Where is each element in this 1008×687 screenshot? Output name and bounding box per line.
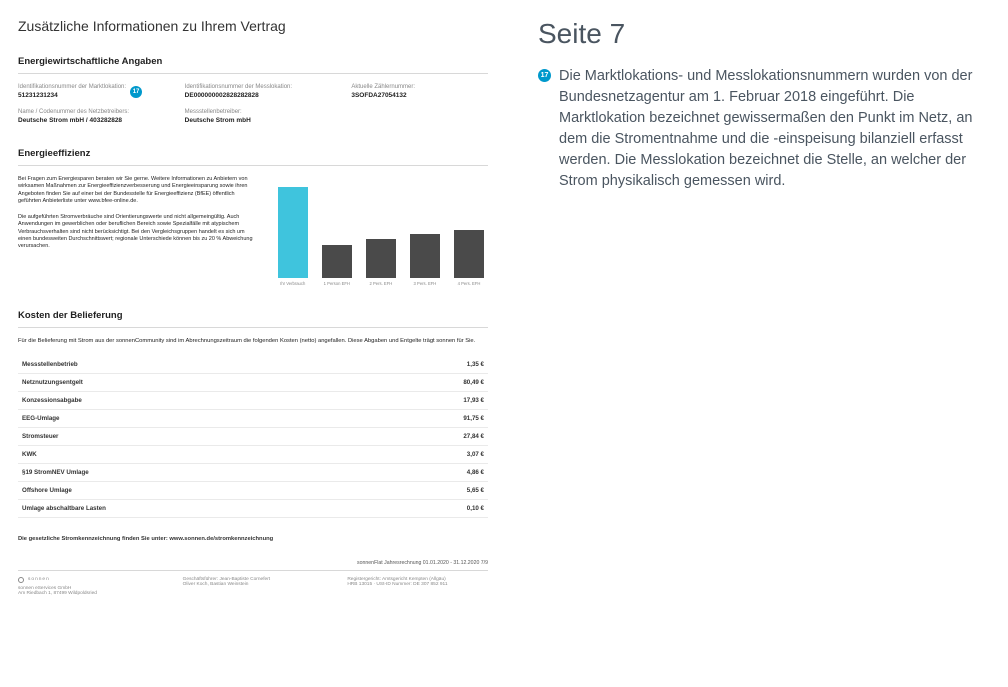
table-row: Messstellenbetrieb1,35 €: [18, 356, 488, 374]
cost-value: 17,93 €: [376, 391, 488, 409]
section-heading: Energiewirtschaftliche Angaben: [18, 56, 488, 74]
cost-name: Offshore Umlage: [18, 481, 376, 499]
footer-page-line: sonnenFlat Jahresrechnung 01.01.2020 - 3…: [18, 560, 488, 566]
chart-bar: 4 Pers. EFH: [450, 230, 488, 286]
field-value: Deutsche Strom mbH / 403282828: [18, 117, 155, 124]
chart-bar: 1 Person EFH: [318, 245, 356, 286]
field-value: 3SOFDA27054132: [351, 92, 488, 99]
annotation-panel: Seite 7 17 Die Marktlokations- und Messl…: [510, 0, 1008, 687]
cost-intro: Für die Belieferung mit Strom aus der so…: [18, 338, 488, 346]
legal-notice: Die gesetzliche Stromkennzeichnung finde…: [18, 536, 488, 542]
cost-value: 5,65 €: [376, 481, 488, 499]
chart-bar: Ihr Verbrauch: [274, 187, 312, 286]
bar: [278, 187, 308, 278]
table-row: Umlage abschaltbare Lasten0,10 €: [18, 499, 488, 517]
document-page: Zusätzliche Informationen zu Ihrem Vertr…: [0, 0, 510, 687]
bar: [410, 234, 440, 278]
table-row: Netznutzungsentgelt80,49 €: [18, 373, 488, 391]
cost-name: Konzessionsabgabe: [18, 391, 376, 409]
field-label: Messstellenbetreiber:: [185, 109, 322, 115]
logo-icon: [18, 577, 24, 583]
comparison-bar-chart: Ihr Verbrauch 1 Person EFH 2 Pers. EFH 3 Pe…: [274, 176, 488, 286]
field-value: DE000000002828282828: [185, 92, 322, 99]
field-value: Deutsche Strom mbH: [185, 117, 322, 124]
bar-label: 3 Pers. EFH: [414, 281, 437, 286]
bar: [366, 239, 396, 278]
table-row: EEG-Umlage91,75 €: [18, 409, 488, 427]
table-row: Stromsteuer27,84 €: [18, 427, 488, 445]
info-row-1: Identifikationsnummer der Marktlokation:…: [18, 84, 488, 99]
annotation-text: Die Marktlokations- und Messlokationsnum…: [559, 66, 978, 192]
footer-text: Oliver Koch, Bastian Weinstein: [183, 582, 324, 587]
section-energiewirtschaft: Energiewirtschaftliche Angaben Identifik…: [18, 56, 488, 124]
bar-label: 2 Pers. EFH: [369, 281, 392, 286]
section-kosten: Kosten der Belieferung Für die Belieferu…: [18, 310, 488, 518]
brand-logo: sonnen: [18, 577, 159, 583]
cost-name: Messstellenbetrieb: [18, 356, 376, 374]
table-row: Konzessionsabgabe17,93 €: [18, 391, 488, 409]
cost-name: Umlage abschaltbare Lasten: [18, 499, 376, 517]
field-value: 51231231234: [18, 92, 126, 99]
table-row: KWK3,07 €: [18, 445, 488, 463]
field-label: Identifikationsnummer der Messlokation:: [185, 84, 322, 90]
bar: [454, 230, 484, 278]
bar-label: 1 Person EFH: [324, 281, 350, 286]
cost-value: 27,84 €: [376, 427, 488, 445]
footer-text: HRB 13015 · USt-ID Nummer: DE 307 852 91…: [347, 582, 488, 587]
cost-value: 80,49 €: [376, 373, 488, 391]
field-label: Aktuelle Zählernummer:: [351, 84, 488, 90]
cost-name: §19 StromNEV Umlage: [18, 463, 376, 481]
chart-bar: 2 Pers. EFH: [362, 239, 400, 286]
table-row: Offshore Umlage5,65 €: [18, 481, 488, 499]
cost-value: 4,86 €: [376, 463, 488, 481]
cost-name: EEG-Umlage: [18, 409, 376, 427]
cost-name: KWK: [18, 445, 376, 463]
brand-name: sonnen: [28, 577, 50, 582]
cost-table: Messstellenbetrieb1,35 €Netznutzungsentg…: [18, 356, 488, 518]
cost-name: Stromsteuer: [18, 427, 376, 445]
bar-label: Ihr Verbrauch: [280, 281, 305, 286]
cost-name: Netznutzungsentgelt: [18, 373, 376, 391]
page-title: Zusätzliche Informationen zu Ihrem Vertr…: [18, 18, 488, 34]
paragraph: Bei Fragen zum Energiesparen beraten wir…: [18, 176, 254, 206]
annotation-badge-17: 17: [538, 69, 551, 82]
section-energieeffizienz: Energieeffizienz Bei Fragen zum Energies…: [18, 148, 488, 286]
chart-bar: 3 Pers. EFH: [406, 234, 444, 286]
paragraph: Die aufgeführten Stromverbräuche sind Or…: [18, 214, 254, 251]
bar: [322, 245, 352, 278]
page-footer: sonnen sonnen eServices GmbH Am Riedbach…: [18, 570, 488, 596]
section-heading: Energieeffizienz: [18, 148, 488, 166]
field-label: Identifikationsnummer der Marktlokation:: [18, 84, 126, 90]
side-title: Seite 7: [538, 18, 978, 50]
table-row: §19 StromNEV Umlage4,86 €: [18, 463, 488, 481]
bar-label: 4 Pers. EFH: [458, 281, 481, 286]
field-label: Name / Codenummer des Netzbetreibers:: [18, 109, 155, 115]
info-row-2: Name / Codenummer des Netzbetreibers: De…: [18, 109, 488, 124]
section-heading: Kosten der Belieferung: [18, 310, 488, 328]
footer-text: Am Riedbach 1, 87499 Wildpoldsried: [18, 591, 159, 596]
cost-value: 0,10 €: [376, 499, 488, 517]
cost-value: 1,35 €: [376, 356, 488, 374]
annotation-badge-17: 17: [130, 86, 142, 98]
cost-value: 3,07 €: [376, 445, 488, 463]
cost-value: 91,75 €: [376, 409, 488, 427]
efficiency-text: Bei Fragen zum Energiesparen beraten wir…: [18, 176, 254, 286]
